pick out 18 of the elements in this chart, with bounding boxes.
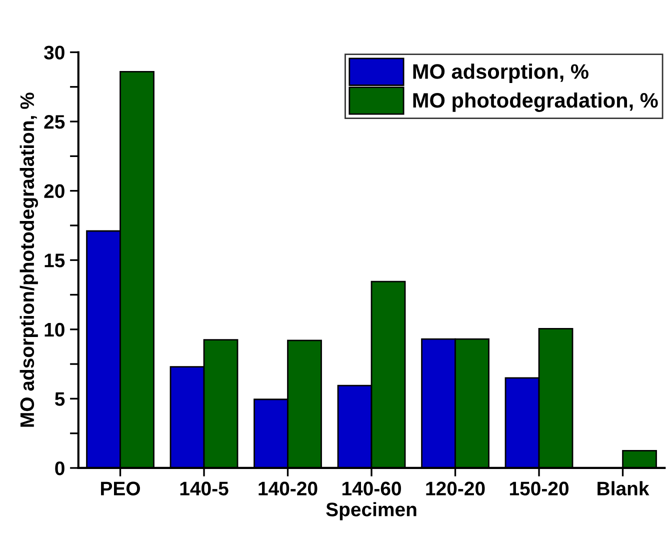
y-tick-label: 15	[44, 254, 65, 268]
x-tick-label: 140-60	[342, 482, 401, 496]
legend-label: MO photodegradation, %	[413, 92, 658, 112]
y-tick-label: 20	[44, 184, 64, 198]
x-tick-label: 140-5	[180, 482, 228, 496]
y-tick-label: 0	[55, 461, 64, 476]
x-tick-label: 150-20	[510, 482, 568, 496]
y-tick-label: 10	[44, 322, 64, 337]
y-tick-label: 25	[44, 114, 65, 129]
y-axis-title: MO adsorption/photodegradation, %	[20, 92, 38, 427]
y-tick-label: 5	[54, 392, 65, 406]
x-axis-title: Specimen	[326, 502, 416, 520]
x-tick-label: PEO	[101, 482, 140, 496]
y-tick-label: 30	[44, 46, 64, 60]
legend-label: MO adsorption, %	[413, 64, 588, 84]
x-tick-label: Blank	[598, 481, 650, 496]
x-tick-label: 140-20	[258, 482, 318, 496]
x-tick-label: 120-20	[426, 482, 485, 496]
